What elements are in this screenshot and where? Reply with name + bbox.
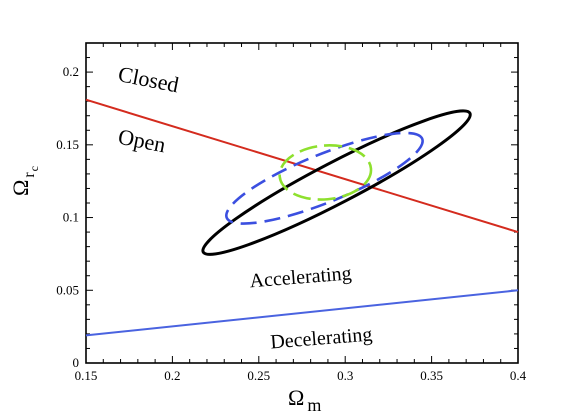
tick-labels: 0.15 0.2 0.25 0.3 0.35 0.4 0 0.05 0.1 0.15 0.2	[56, 64, 526, 383]
svg-text:Ωrc: Ωrc	[8, 166, 41, 196]
y-tick-label: 0	[73, 355, 80, 370]
axis-ticks	[85, 42, 519, 364]
y-tick-label: 0.05	[56, 282, 79, 297]
y-axis-title-subscript: r	[21, 172, 38, 178]
x-tick-label: 0.15	[75, 368, 98, 383]
y-axis-title-subsubscript: c	[27, 166, 41, 171]
x-axis-title-subscript: m	[307, 395, 321, 415]
x-tick-label: 0.2	[164, 368, 180, 383]
x-tick-label: 0.4	[510, 368, 527, 383]
y-tick-label: 0.1	[63, 210, 79, 225]
y-tick-label: 0.2	[63, 64, 79, 79]
boundary-line	[85, 289, 519, 337]
boundary-line	[85, 98, 519, 234]
plot-frame	[85, 42, 519, 364]
y-tick-label: 0.15	[56, 137, 79, 152]
confidence-contour-middle	[225, 131, 424, 225]
confidence-contour-inner	[278, 144, 373, 201]
y-axis-title: Ωrc	[8, 166, 41, 196]
x-axis-title-symbol: Ω	[288, 385, 304, 410]
confidence-contour-outer	[201, 109, 472, 256]
plot-elements	[85, 98, 519, 337]
x-tick-label: 0.35	[420, 368, 443, 383]
x-tick-label: 0.3	[337, 368, 353, 383]
x-tick-label: 0.25	[247, 368, 270, 383]
y-axis-title-symbol: Ω	[8, 180, 33, 196]
